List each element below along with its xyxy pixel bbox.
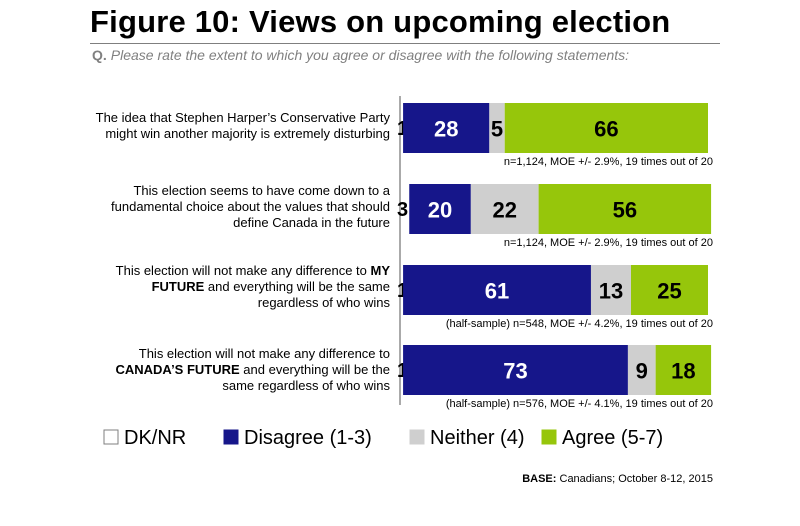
data-label: 61 xyxy=(485,279,509,304)
bar-segment xyxy=(470,184,539,234)
bar-segment xyxy=(627,345,656,395)
row-label-segment: This election will not make any differen… xyxy=(115,263,371,278)
data-label: 22 xyxy=(492,198,516,223)
row-label-line: define Canada in the future xyxy=(60,215,390,231)
row-label-segment: regardless of who wins xyxy=(257,295,390,310)
question-text: Q. Please rate the extent to which you ag… xyxy=(92,47,692,64)
row-label-segment: FUTURE xyxy=(151,279,205,294)
bar-segment xyxy=(590,265,631,315)
bar-segment xyxy=(504,103,708,153)
legend-swatch xyxy=(409,429,425,445)
row-label-line: might win another majority is extremely … xyxy=(60,126,390,142)
sample-note: n=1,124, MOE +/- 2.9%, 19 times out of 2… xyxy=(504,156,713,168)
row-label-segment: same regardless of who wins xyxy=(222,378,390,393)
base-prefix: BASE: xyxy=(522,473,557,485)
question-body: Please rate the extent to which you agre… xyxy=(110,47,630,63)
question-prefix: Q. xyxy=(92,47,107,63)
data-label: 5 xyxy=(491,117,503,142)
bar-segment xyxy=(655,345,712,395)
data-label: 1 xyxy=(397,280,408,302)
row-label-line: regardless of who wins xyxy=(60,295,390,311)
title-divider xyxy=(90,43,720,44)
legend-swatch xyxy=(223,429,239,445)
base-text: Canadians; October 8-12, 2015 xyxy=(559,473,714,485)
row-label: This election seems to have come down to… xyxy=(60,183,390,231)
sample-note: (half-sample) n=576, MOE +/- 4.1%, 19 ti… xyxy=(446,398,713,410)
row-label-segment: and everything will be the same xyxy=(204,279,390,294)
legend-swatch xyxy=(103,429,119,445)
row-label-line: FUTURE and everything will be the same xyxy=(60,279,390,295)
data-label: 25 xyxy=(657,279,681,304)
bar-segment xyxy=(403,345,628,395)
row-label-segment: MY xyxy=(370,263,391,278)
bar-segment xyxy=(409,184,471,234)
data-label: 1 xyxy=(397,118,408,140)
row-label: The idea that Stephen Harper’s Conservat… xyxy=(60,110,390,142)
data-label: 56 xyxy=(613,198,637,223)
row-label-line: fundamental choice about the values that… xyxy=(60,199,390,215)
row-label-line: This election seems to have come down to… xyxy=(60,183,390,199)
legend-label: DK/NR xyxy=(124,427,186,449)
row-label-line: This election will not make any differen… xyxy=(60,263,390,279)
bar-segment xyxy=(403,103,490,153)
row-label-segment: CANADA’S FUTURE xyxy=(115,362,240,377)
legend-label: Agree (5-7) xyxy=(562,427,663,449)
row-label-segment: might win another majority is extremely … xyxy=(105,126,390,141)
bar-segment xyxy=(538,184,712,234)
row-label-line: CANADA’S FUTURE and everything will be t… xyxy=(60,362,390,378)
row-label-segment: This election seems to have come down to… xyxy=(133,183,390,198)
data-label: 9 xyxy=(636,359,648,384)
data-label: 3 xyxy=(397,199,408,221)
base-note: BASE: Canadians; October 8-12, 2015 xyxy=(400,473,713,485)
row-label-line: The idea that Stephen Harper’s Conservat… xyxy=(60,110,390,126)
sample-note: n=1,124, MOE +/- 2.9%, 19 times out of 2… xyxy=(504,237,713,249)
legend-label: Disagree (1-3) xyxy=(244,427,372,449)
bar-segment xyxy=(403,265,591,315)
data-label: 28 xyxy=(434,117,458,142)
row-label-segment: This election will not make any differen… xyxy=(138,346,390,361)
page-title: Figure 10: Views on upcoming election xyxy=(90,4,671,39)
row-label: This election will not make any differen… xyxy=(60,263,390,311)
row-label-line: same regardless of who wins xyxy=(60,378,390,394)
data-label: 1 xyxy=(397,360,408,382)
bar-segment xyxy=(631,265,708,315)
row-label: This election will not make any differen… xyxy=(60,346,390,394)
legend-swatch xyxy=(541,429,557,445)
data-label: 66 xyxy=(594,117,618,142)
row-label-segment: and everything will be the xyxy=(239,362,390,377)
row-label-segment: The idea that Stephen Harper’s Conservat… xyxy=(95,110,390,125)
legend-label: Neither (4) xyxy=(430,427,524,449)
row-label-line: This election will not make any differen… xyxy=(60,346,390,362)
sample-note: (half-sample) n=548, MOE +/- 4.2%, 19 ti… xyxy=(446,318,713,330)
row-label-segment: fundamental choice about the values that… xyxy=(111,199,390,214)
data-label: 20 xyxy=(428,198,452,223)
bar-segment xyxy=(489,103,505,153)
data-label: 13 xyxy=(599,279,623,304)
data-label: 18 xyxy=(671,359,695,384)
row-label-segment: define Canada in the future xyxy=(233,215,390,230)
data-label: 73 xyxy=(503,359,527,384)
